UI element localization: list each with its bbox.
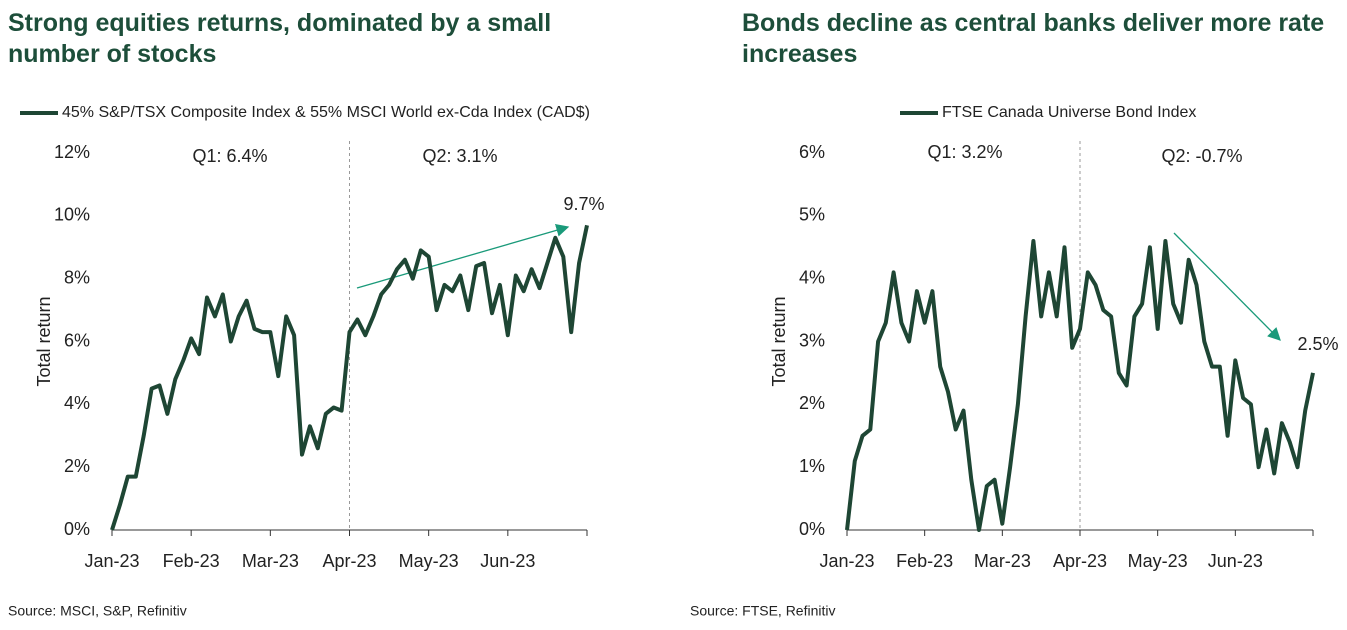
series-line (110, 224, 589, 531)
x-tick-label: Apr-23 (322, 551, 376, 571)
x-tick-label: May-23 (1128, 551, 1188, 571)
source: Source: FTSE, Refinitiv (690, 603, 836, 619)
y-tick-label: 6% (799, 142, 825, 162)
chart-title: Bonds decline as central banks deliver m… (742, 9, 1325, 68)
y-tick-label: 1% (799, 456, 825, 476)
annotation: Q1: 3.2% (927, 142, 1002, 162)
x-tick-label: Jun-23 (480, 551, 535, 571)
x-tick-label: Feb-23 (896, 551, 953, 571)
y-tick-label: 0% (799, 519, 825, 539)
x-tick-label: Jan-23 (84, 551, 139, 571)
trend-arrow (1173, 232, 1281, 341)
x-tick-label: May-23 (399, 551, 459, 571)
y-tick-label: 10% (54, 205, 90, 225)
annotation: Q1: 6.4% (192, 146, 267, 166)
y-axis-label: Total return (769, 296, 789, 386)
y-tick-label: 3% (799, 330, 825, 350)
chart-title: Strong equities returns, dominated by a … (8, 9, 552, 68)
y-tick-label: 5% (799, 205, 825, 225)
annotation: 2.5% (1297, 334, 1338, 354)
y-tick-label: 6% (64, 330, 90, 350)
y-tick-label: 4% (799, 267, 825, 287)
x-tick-label: Mar-23 (242, 551, 299, 571)
y-tick-label: 12% (54, 142, 90, 162)
annotation: Q2: 3.1% (422, 146, 497, 166)
y-tick-label: 4% (64, 393, 90, 413)
x-tick-label: Mar-23 (974, 551, 1031, 571)
annotation: 9.7% (563, 194, 604, 214)
x-tick-label: Jun-23 (1208, 551, 1263, 571)
x-tick-label: Feb-23 (163, 551, 220, 571)
y-tick-label: 2% (799, 393, 825, 413)
series-line (845, 239, 1315, 532)
source: Source: MSCI, S&P, Refinitiv (8, 603, 187, 619)
x-tick-label: Apr-23 (1053, 551, 1107, 571)
y-axis-label: Total return (34, 296, 54, 386)
annotation: Q2: -0.7% (1161, 146, 1242, 166)
y-tick-label: 0% (64, 519, 90, 539)
x-tick-label: Jan-23 (819, 551, 874, 571)
y-tick-label: 2% (64, 456, 90, 476)
legend-label: FTSE Canada Universe Bond Index (942, 104, 1196, 121)
y-tick-label: 8% (64, 267, 90, 287)
legend-label: 45% S&P/TSX Composite Index & 55% MSCI W… (62, 104, 590, 121)
